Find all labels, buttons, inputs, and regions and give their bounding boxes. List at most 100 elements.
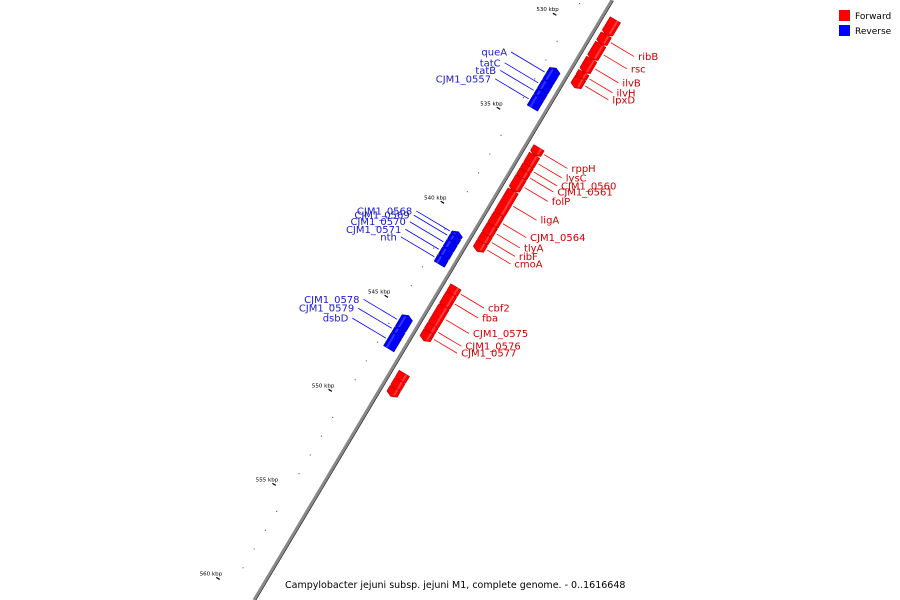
gene-label-leader bbox=[496, 233, 521, 249]
axis-tick-label: 535 kbp bbox=[480, 101, 503, 107]
gene-arrow-highlight bbox=[586, 60, 595, 73]
gene-label: CJM1_0577 bbox=[461, 349, 516, 360]
axis-tick-minor bbox=[320, 435, 323, 437]
gene-CJM1_0577[interactable] bbox=[419, 328, 435, 343]
gene-arrow[interactable] bbox=[472, 239, 488, 253]
gene-label: CJM1_0568 bbox=[357, 206, 412, 217]
gene-CJM1_0570[interactable] bbox=[442, 239, 458, 253]
gene-arrow-highlight bbox=[394, 328, 399, 334]
axis-tick-minor bbox=[421, 266, 424, 268]
gene-label-leader bbox=[589, 78, 613, 94]
genome-caption: Campylobacter jejuni subsp. jejuni M1, c… bbox=[285, 580, 625, 591]
gene-label-leader bbox=[487, 249, 511, 265]
gene-arrow[interactable] bbox=[386, 384, 401, 398]
gene-arrow-highlight bbox=[488, 226, 496, 236]
axis-tick-label: 560 kbp bbox=[200, 571, 223, 577]
axis-tick-minor bbox=[433, 247, 435, 249]
gene-arrow-highlight bbox=[430, 326, 436, 333]
gene-arrow-highlight bbox=[401, 374, 408, 382]
gene-arrow-highlight bbox=[522, 171, 528, 179]
gene-label: CJM1_0569 bbox=[354, 211, 409, 222]
gene-arrow[interactable] bbox=[601, 16, 621, 37]
gene-arrow-highlight bbox=[453, 287, 459, 296]
gene-arrow[interactable] bbox=[433, 254, 449, 268]
gene-arrow[interactable] bbox=[570, 74, 587, 90]
gene-label: tatC bbox=[480, 58, 501, 69]
gene-lysC[interactable] bbox=[523, 151, 541, 169]
gene-label: ilvH bbox=[617, 88, 636, 99]
gene-arrow-highlight bbox=[449, 235, 455, 241]
gene-label: rppH bbox=[571, 164, 595, 175]
gene-label: tatB bbox=[475, 66, 496, 77]
gene-arrow[interactable] bbox=[419, 328, 435, 343]
gene-dsbD[interactable] bbox=[383, 332, 403, 353]
gene-cmoA[interactable] bbox=[472, 239, 488, 253]
gene-rppH[interactable] bbox=[530, 144, 545, 157]
gene-label-leader bbox=[524, 187, 548, 202]
axis-tick-label: 545 kbp bbox=[368, 289, 391, 295]
axis-tick-minor bbox=[556, 40, 558, 42]
axis-tick-minor bbox=[534, 78, 536, 80]
gene-arrow-highlight bbox=[385, 333, 396, 349]
gene-folP[interactable] bbox=[508, 174, 527, 193]
gene-label: lysC bbox=[566, 173, 587, 184]
gene-label-leader bbox=[491, 242, 516, 257]
gene-ilvB[interactable] bbox=[579, 55, 598, 75]
gene-arrow[interactable] bbox=[596, 31, 612, 46]
gene-label-leader bbox=[529, 177, 554, 193]
gene-label-leader bbox=[416, 210, 450, 232]
axis-tick-major bbox=[328, 388, 333, 392]
gene-CJM1_0569[interactable] bbox=[447, 233, 462, 246]
gene-label: CJM1_0560 bbox=[561, 181, 616, 192]
axis-tick-major bbox=[384, 294, 389, 298]
axis-tick-major bbox=[272, 482, 277, 486]
axis-tick-label: 555 kbp bbox=[256, 477, 279, 483]
gene-label: CJM1_0575 bbox=[473, 329, 528, 340]
gene-label-leader bbox=[504, 62, 539, 84]
gene-label-leader bbox=[584, 85, 609, 101]
gene-label: CJM1_0561 bbox=[557, 187, 612, 198]
gene-label-leader bbox=[610, 42, 635, 57]
legend-label-reverse: Reverse bbox=[855, 27, 892, 37]
gene-label: ligA bbox=[541, 216, 560, 227]
gene-unnamed-0[interactable] bbox=[601, 16, 621, 37]
legend-item-reverse: Reverse bbox=[839, 25, 892, 37]
gene-arrow[interactable] bbox=[383, 332, 403, 353]
gene-label: fba bbox=[482, 313, 498, 324]
gene-arrow-highlight bbox=[445, 295, 455, 308]
gene-arrow-highlight bbox=[484, 235, 490, 244]
gene-arrow-highlight bbox=[603, 35, 610, 45]
gene-label-leader bbox=[513, 206, 537, 221]
legend: Forward Reverse bbox=[839, 10, 892, 37]
gene-arrow-highlight bbox=[526, 166, 532, 173]
gene-label-leader bbox=[502, 223, 527, 238]
gene-label: CJM1_0564 bbox=[530, 233, 585, 244]
gene-label: CJM1_0579 bbox=[299, 304, 354, 315]
gene-label: tlyA bbox=[524, 243, 544, 254]
gene-rsc[interactable] bbox=[587, 40, 607, 61]
gene-nth[interactable] bbox=[433, 254, 449, 268]
gene-arrow-highlight bbox=[436, 255, 442, 264]
axis-ticks: 530 kbp 535 kbp 540 kbp 545 kbp 550 kbp 555 k… bbox=[200, 3, 581, 580]
gene-arrow-highlight bbox=[426, 332, 432, 341]
gene-arrow-highlight bbox=[594, 44, 604, 60]
gene-label: ribF bbox=[519, 252, 538, 263]
axis-tick-minor bbox=[242, 567, 244, 569]
gene-lpxD[interactable] bbox=[570, 74, 587, 90]
genome-backbone bbox=[252, 0, 614, 600]
gene-unnamed-35[interactable] bbox=[386, 384, 401, 398]
gene-CJM1_0557[interactable] bbox=[526, 94, 545, 112]
gene-arrow-highlight bbox=[539, 80, 547, 91]
gene-label: CJM1_0570 bbox=[350, 217, 405, 228]
axis-tick-major bbox=[440, 200, 445, 204]
axis-tick-label: 540 kbp bbox=[424, 195, 447, 201]
gene-label-leader bbox=[437, 332, 462, 347]
gene-arrow-highlight bbox=[494, 215, 503, 227]
gene-label-leader bbox=[603, 54, 628, 70]
gene-label-leader bbox=[363, 298, 398, 320]
gene-arrow[interactable] bbox=[530, 144, 545, 157]
axis-tick-minor bbox=[388, 322, 390, 324]
gene-ribB[interactable] bbox=[596, 31, 612, 46]
